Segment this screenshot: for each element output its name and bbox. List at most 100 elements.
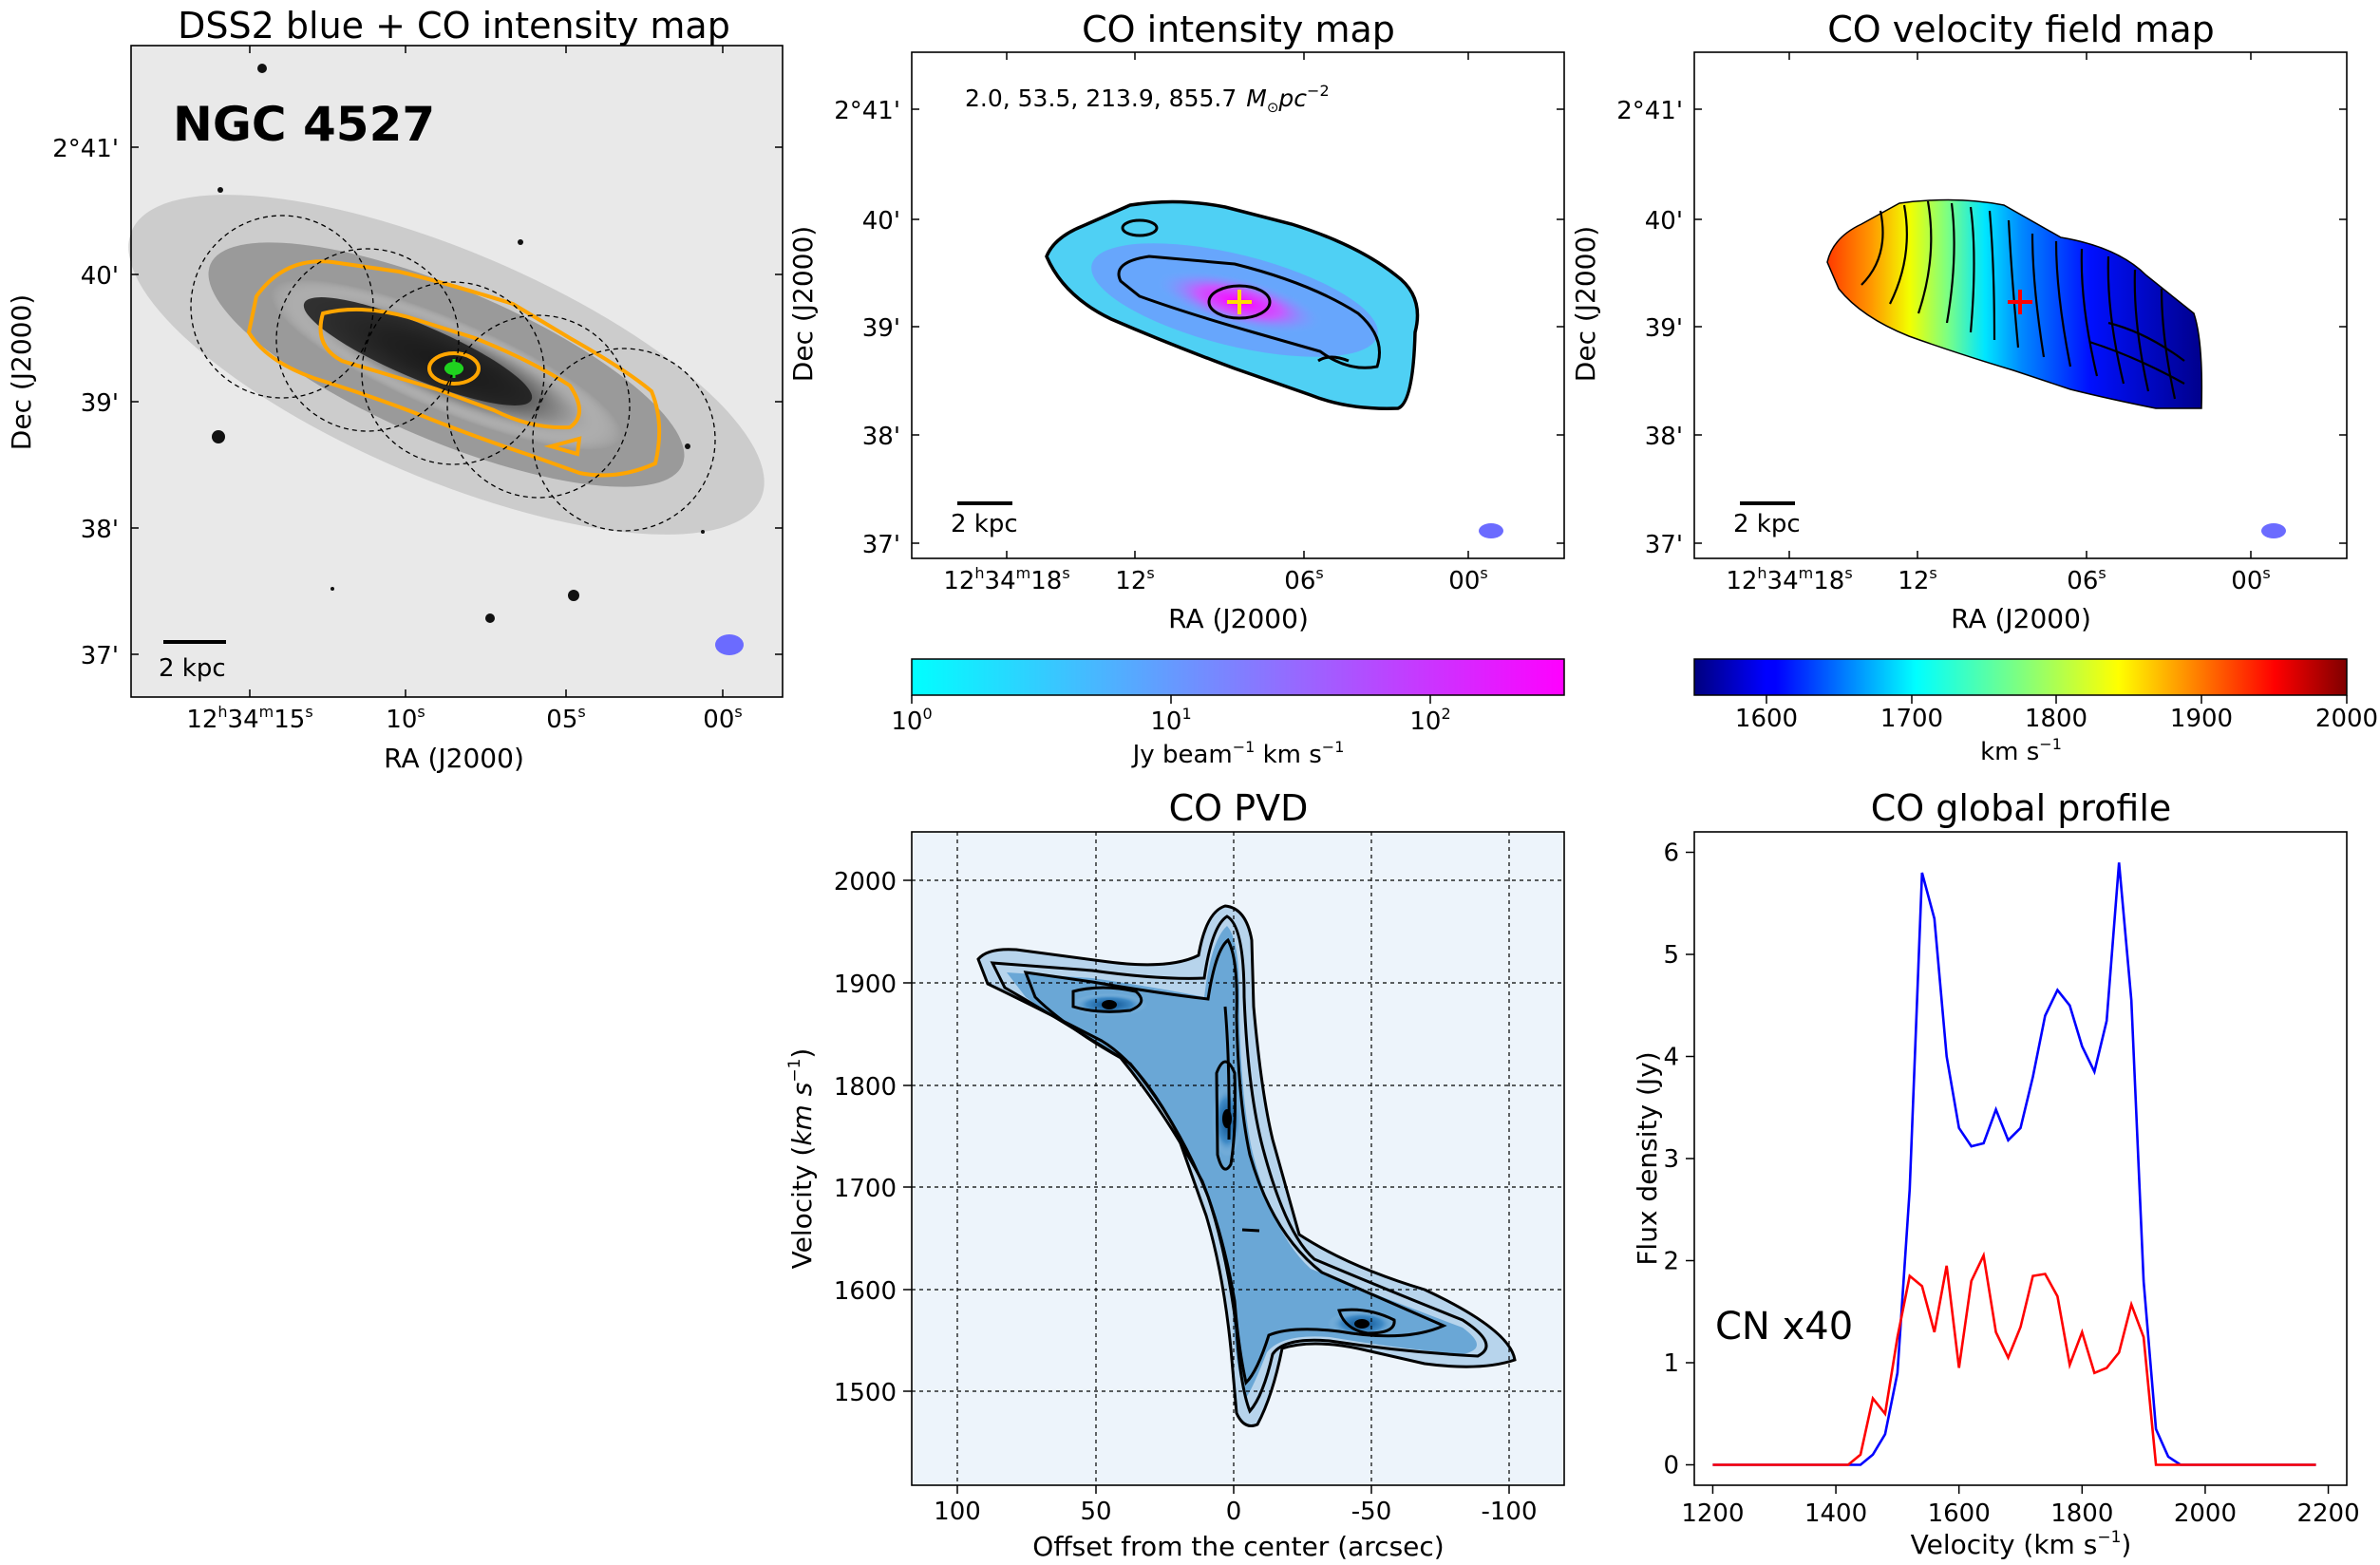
pvd-xtick: 50 — [1080, 1498, 1111, 1526]
mom0-xtick: 12s — [1115, 564, 1154, 595]
dss-frame — [130, 45, 784, 698]
profile-ytick: 0 — [1663, 1452, 1679, 1480]
mom1-xtick: 00s — [2231, 564, 2270, 595]
mom1-colorbar-tick: 2000 — [2315, 705, 2378, 733]
mom0-ytick: 38' — [862, 423, 900, 451]
profile-ytick: 1 — [1663, 1349, 1679, 1378]
mom1-xtick: 12h34m18s — [1726, 564, 1852, 595]
profile-ytick: 4 — [1663, 1044, 1679, 1072]
pvd-ylabel: Velocity (km s−1) — [785, 1048, 818, 1270]
dss-ytick: 39' — [81, 389, 119, 418]
mom1-ytick: 40' — [1645, 207, 1683, 236]
mom1-colorbar-ticks — [1766, 695, 2348, 704]
mom0-colorbar-tick: 100 — [891, 705, 932, 736]
mom0-ytick: 2°41' — [834, 97, 900, 125]
mom1-colorbar-tick: 1800 — [2025, 705, 2087, 733]
mom1-colorbar-label: km s−1 — [1980, 735, 2062, 766]
pvd-ytick: 2000 — [834, 868, 897, 896]
mom1-panel: CO velocity field map — [1570, 9, 2378, 766]
profile-xtick: 2000 — [2174, 1499, 2237, 1528]
profile-frame — [1693, 831, 2348, 1486]
mom1-ylabel: Dec (J2000) — [1570, 226, 1601, 382]
profile-xtick: 1600 — [1928, 1499, 1991, 1528]
mom0-colorbar-tick: 101 — [1150, 705, 1191, 736]
pvd-xtick: -100 — [1481, 1498, 1537, 1526]
dss-ytick: 38' — [81, 516, 119, 544]
pvd-xtick: 0 — [1226, 1498, 1242, 1526]
dss-circles — [190, 215, 716, 532]
mom1-title: CO velocity field map — [1827, 9, 2215, 50]
pvd-frame — [911, 831, 1565, 1486]
pvd-ytick: 1700 — [834, 1175, 897, 1203]
profile-title: CO global profile — [1871, 787, 2172, 829]
mom0-xlabel: RA (J2000) — [1168, 603, 1309, 634]
pvd-ytick: 1600 — [834, 1277, 897, 1306]
dss-xticks — [249, 46, 724, 697]
mom0-panel: CO intensity map 2.0, 53.5, 213.9, 855.7… — [787, 9, 1565, 769]
profile-ytick: 5 — [1663, 941, 1679, 970]
pvd-ytick: 1900 — [834, 971, 897, 999]
profile-series-co — [1712, 862, 2316, 1466]
mom0-frame — [911, 51, 1565, 559]
mom1-colorbar-tick: 1600 — [1735, 705, 1798, 733]
profile-ylabel: Flux density (Jy) — [1632, 1051, 1663, 1265]
mom1-ytick: 38' — [1645, 423, 1683, 451]
profile-ytick: 3 — [1663, 1145, 1679, 1174]
mom1-map — [1826, 198, 2203, 409]
profile-xtick-labels: 1200 1400 1600 1800 2000 2200 — [1681, 1499, 2359, 1528]
dss-center-marker — [444, 359, 463, 378]
profile-xtick: 1200 — [1681, 1499, 1744, 1528]
profile-series-cn-x40 — [1712, 1251, 2316, 1466]
dss-title: DSS2 blue + CO intensity map — [178, 5, 730, 47]
dss-xtick: 12h34m15s — [186, 703, 312, 734]
dss-stars — [212, 64, 705, 623]
mom0-beam — [1479, 523, 1503, 538]
pvd-ytick: 1800 — [834, 1073, 897, 1102]
mom1-ytick: 37' — [1645, 531, 1683, 559]
profile-ticks — [1686, 851, 2330, 1494]
pvd-title: CO PVD — [1169, 787, 1309, 829]
pvd-xtick: -50 — [1351, 1498, 1391, 1526]
pvd-panel: CO PVD — [785, 787, 1565, 1562]
mom0-map — [1045, 199, 1420, 410]
profile-xtick: 2200 — [2296, 1499, 2359, 1528]
dss-xtick: 00s — [703, 703, 742, 734]
pvd-ytick: 1500 — [834, 1379, 897, 1407]
pvd-xtick: 100 — [934, 1498, 981, 1526]
dss-yticks — [131, 146, 783, 655]
mom1-colorbar — [1693, 658, 2348, 696]
mom0-xtick: 12h34m18s — [943, 564, 1069, 595]
dss-beam — [715, 634, 744, 655]
dss-ytick: 37' — [81, 642, 119, 670]
mom0-contour-levels: 2.0, 53.5, 213.9, 855.7 M⊙pc−2 — [965, 82, 1330, 116]
dss-xtick: 05s — [546, 703, 585, 734]
profile-ytick: 6 — [1663, 839, 1679, 868]
mom1-ytick: 39' — [1645, 314, 1683, 343]
mom0-colorbar-tick: 102 — [1409, 705, 1450, 736]
dss-xtick: 10s — [386, 703, 425, 734]
dss-ylabel: Dec (J2000) — [6, 294, 37, 450]
dss-ytick: 40' — [81, 262, 119, 291]
mom1-xticks — [1788, 52, 2252, 558]
profile-annotation: CN x40 — [1715, 1305, 1853, 1348]
galaxy-name: NGC 4527 — [173, 97, 435, 152]
pvd-grid — [912, 832, 1564, 1485]
profile-ytick: 2 — [1663, 1248, 1679, 1276]
mom1-beam — [2261, 523, 2286, 538]
profile-xlabel: Velocity (km s−1) — [1911, 1528, 2132, 1560]
mom1-colorbar-tick: 1700 — [1880, 705, 1943, 733]
mom1-ytick: 2°41' — [1616, 97, 1683, 125]
dss-scalebar-label: 2 kpc — [159, 654, 226, 683]
pvd-xlabel: Offset from the center (arcsec) — [1032, 1531, 1444, 1562]
dss-co-contours — [246, 259, 662, 478]
mom0-yticks — [912, 108, 1564, 544]
mom0-ytick: 37' — [862, 531, 900, 559]
mom0-xtick: 06s — [1284, 564, 1323, 595]
dss-ytick: 2°41' — [52, 135, 119, 163]
mom0-title: CO intensity map — [1082, 9, 1395, 50]
mom0-xticks — [1006, 52, 1469, 558]
mom0-xtick: 00s — [1448, 564, 1487, 595]
mom1-frame — [1693, 51, 2348, 559]
mom1-xtick: 06s — [2067, 564, 2106, 595]
